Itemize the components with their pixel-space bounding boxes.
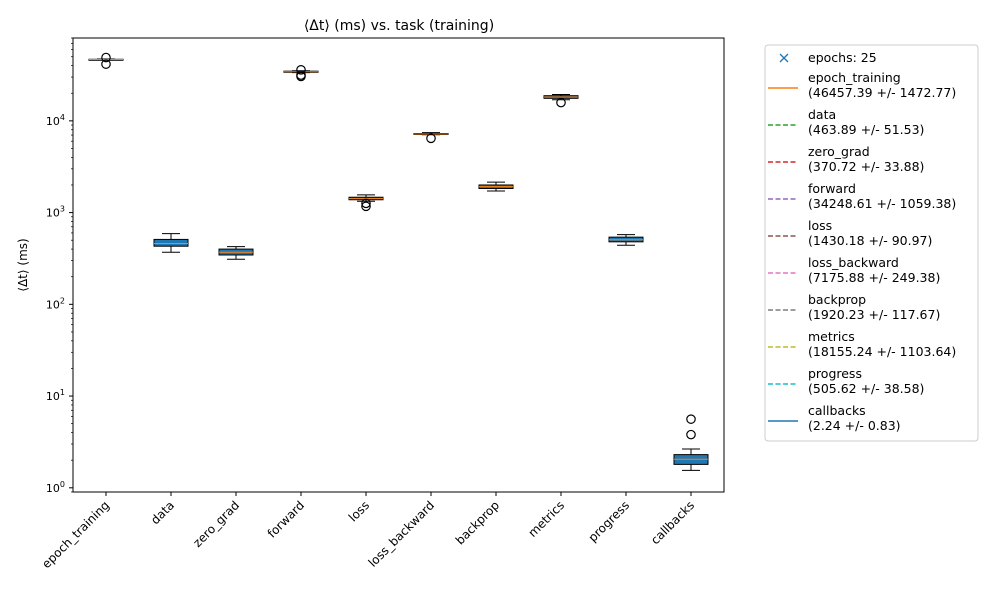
legend-label: data [808, 107, 836, 122]
outlier-point [686, 414, 696, 424]
outlier-point [426, 133, 436, 144]
legend-entry: metrics(18155.24 +/- 1103.64) [768, 329, 956, 359]
legend-label: metrics [808, 329, 855, 344]
outlier-point [101, 59, 111, 69]
x-tick-label: backprop [453, 498, 502, 547]
y-tick-label: 101 [46, 388, 65, 403]
y-tick-label: 100 [46, 480, 65, 495]
box-epoch_training [88, 52, 124, 69]
legend-label: loss [808, 218, 832, 233]
box-zero_grad [218, 246, 254, 260]
legend-label: epoch_training [808, 70, 901, 85]
box-metrics [543, 93, 579, 108]
legend-sublabel: (505.62 +/- 38.58) [808, 381, 924, 396]
legend-sublabel: (7175.88 +/- 249.38) [808, 270, 940, 285]
outlier-point [361, 201, 371, 212]
legend-sublabel: (1920.23 +/- 117.67) [808, 307, 940, 322]
y-axis: 100 101 102 103 104 [46, 37, 73, 495]
y-tick-label: 103 [46, 205, 65, 220]
legend-entry: callbacks(2.24 +/- 0.83) [768, 403, 901, 433]
legend-sublabel: (463.89 +/- 51.53) [808, 122, 924, 137]
x-tick-label: loss [346, 498, 372, 524]
legend-entry: loss(1430.18 +/- 90.97) [768, 218, 932, 248]
legend-sublabel: (2.24 +/- 0.83) [808, 418, 901, 433]
x-tick-label: zero_grad [190, 498, 242, 550]
legend-entry: progress(505.62 +/- 38.58) [768, 366, 924, 396]
x-tick-label: forward [265, 498, 307, 540]
box-body [153, 238, 189, 247]
legend-entry: backprop(1920.23 +/- 117.67) [768, 292, 940, 322]
x-axis: epoch_training data zero_grad forward losslo… [39, 492, 697, 571]
legend-label: callbacks [808, 403, 866, 418]
legend-label: loss_backward [808, 255, 899, 270]
legend-label: progress [808, 366, 862, 381]
outlier-point [361, 198, 371, 209]
box-backprop [478, 181, 514, 192]
legend-label: epochs: 25 [808, 50, 877, 65]
legend-label: forward [808, 181, 856, 196]
outlier-point [296, 65, 306, 75]
plot-area [88, 52, 709, 471]
outlier-point [101, 52, 111, 63]
legend-sublabel: (1430.18 +/- 90.97) [808, 233, 932, 248]
legend-sublabel: (370.72 +/- 33.88) [808, 159, 924, 174]
legend: epochs: 25 epoch_training(46457.39 +/- 14… [764, 44, 979, 442]
box-loss [348, 194, 384, 212]
y-tick-label: 104 [46, 113, 65, 128]
legend-x-marker [779, 53, 789, 63]
y-axis-label: ⟨Δt⟩ (ms) [16, 238, 30, 291]
x-tick-label: epoch_training [39, 498, 112, 571]
outlier-point [686, 429, 696, 440]
legend-label: backprop [808, 292, 866, 307]
axes-frame [72, 37, 725, 493]
outlier-point [556, 97, 566, 108]
x-tick-label: callbacks [648, 498, 697, 547]
legend-entry: data(463.89 +/- 51.53) [768, 107, 924, 137]
box-progress [608, 234, 644, 246]
box-forward [283, 65, 319, 82]
outlier-point [296, 70, 306, 80]
legend-sublabel: (34248.61 +/- 1059.38) [808, 196, 956, 211]
legend-entry: zero_grad(370.72 +/- 33.88) [768, 144, 924, 174]
x-tick-label: loss_backward [366, 498, 438, 570]
x-tick-label: data [148, 498, 177, 527]
x-tick-label: progress [586, 498, 633, 545]
legend-entry: forward(34248.61 +/- 1059.38) [768, 181, 956, 211]
legend-box [764, 44, 979, 442]
legend-entry: loss_backward(7175.88 +/- 249.38) [768, 255, 940, 285]
x-tick-label: metrics [525, 498, 567, 540]
legend-sublabel: (18155.24 +/- 1103.64) [808, 344, 956, 359]
y-tick-label: 102 [46, 296, 65, 311]
box-data [153, 233, 189, 253]
legend-entry: epoch_training(46457.39 +/- 1472.77) [768, 70, 956, 100]
chart-title: ⟨Δt⟩ (ms) vs. task (training) [304, 18, 494, 34]
box-loss_backward [413, 132, 449, 144]
legend-label: zero_grad [808, 144, 870, 159]
legend-sublabel: (46457.39 +/- 1472.77) [808, 85, 956, 100]
box-callbacks [673, 414, 709, 471]
legend-entry: epochs: 25 [779, 50, 877, 65]
